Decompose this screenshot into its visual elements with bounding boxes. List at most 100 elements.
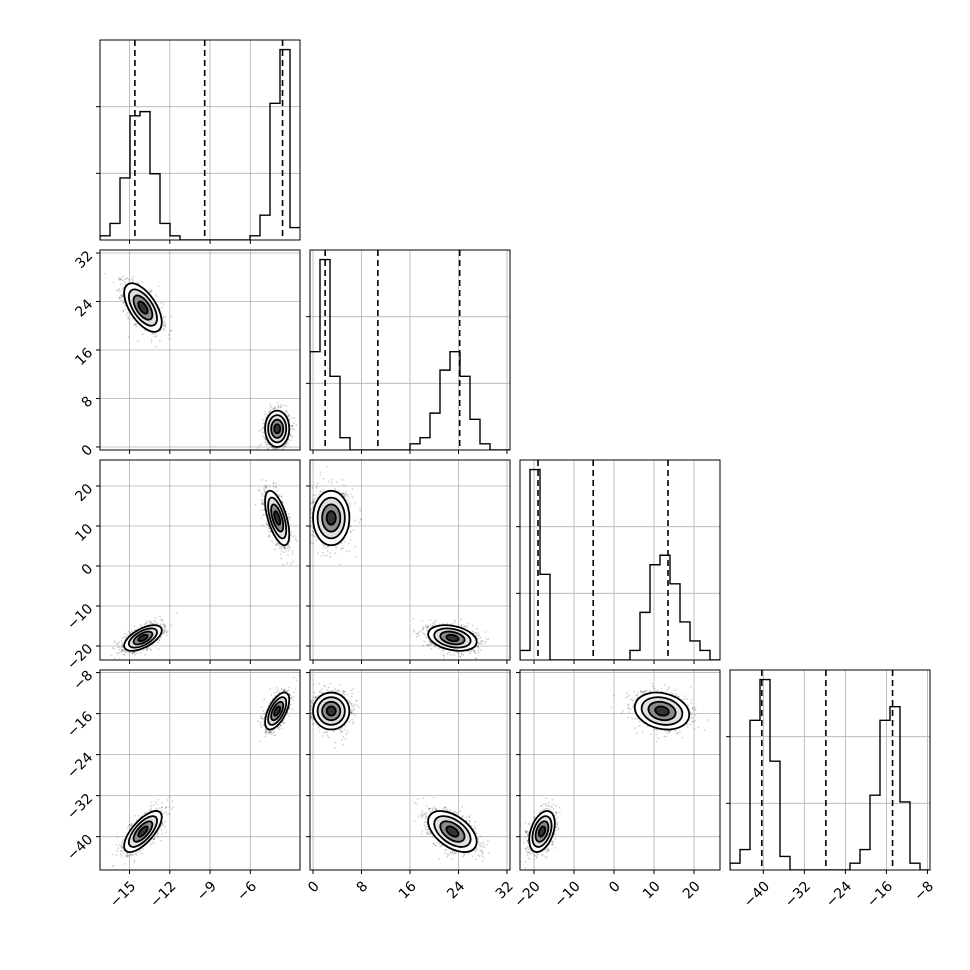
sample-point: [262, 422, 265, 425]
sample-point: [446, 622, 449, 625]
sample-point: [113, 657, 116, 660]
sample-point: [162, 316, 165, 319]
sample-point: [477, 635, 480, 637]
sample-point: [279, 553, 282, 555]
sample-point: [284, 409, 287, 412]
sample-point: [116, 643, 118, 646]
sample-point: [122, 635, 125, 638]
sample-point: [117, 276, 120, 279]
sample-point: [285, 450, 287, 452]
sample-point: [122, 301, 125, 304]
sample-point: [160, 623, 163, 626]
sample-point: [477, 632, 480, 634]
sample-point: [150, 289, 153, 292]
sample-point: [116, 651, 118, 654]
sample-point: [416, 632, 418, 635]
sample-point: [119, 298, 121, 301]
sample-point: [145, 648, 148, 651]
sample-point: [429, 619, 432, 622]
sample-point: [421, 619, 424, 622]
sample-point: [264, 487, 267, 489]
sample-point: [474, 652, 477, 655]
sample-point: [280, 406, 282, 408]
sample-point: [428, 640, 431, 643]
sample-point: [121, 288, 124, 290]
y-tick-label: −20: [64, 641, 96, 673]
sample-point: [176, 612, 178, 614]
sample-point: [284, 547, 286, 550]
sample-point: [287, 549, 290, 552]
sample-point: [164, 625, 167, 628]
sample-point: [150, 290, 152, 293]
sample-point: [462, 654, 465, 656]
sample-point: [133, 651, 136, 653]
sample-point: [283, 445, 286, 448]
sample-point: [170, 624, 173, 627]
sample-point: [426, 644, 429, 647]
sample-point: [159, 636, 162, 639]
sample-point: [272, 482, 275, 485]
sample-point: [159, 340, 161, 342]
sample-point: [475, 657, 478, 660]
sample-point: [162, 303, 165, 305]
sample-point: [286, 544, 289, 547]
sample-point: [279, 406, 282, 408]
sample-point: [262, 418, 264, 421]
sample-point: [463, 624, 466, 627]
sample-point: [150, 338, 153, 341]
sample-point: [274, 406, 277, 409]
contour-level-3: [137, 633, 149, 643]
sample-point: [286, 547, 289, 550]
sample-point: [163, 329, 165, 332]
sample-point: [157, 648, 160, 651]
sample-point: [461, 653, 463, 656]
sample-point: [277, 454, 279, 456]
sample-point: [121, 648, 123, 651]
sample-point: [160, 635, 163, 638]
sample-point: [159, 615, 161, 618]
sample-point: [477, 645, 480, 648]
sample-point: [120, 639, 123, 642]
sample-point: [162, 327, 165, 330]
sample-point: [280, 495, 283, 498]
sample-point: [265, 486, 267, 488]
sample-point: [472, 624, 474, 627]
sample-point: [276, 542, 279, 545]
sample-point: [262, 503, 265, 506]
sample-point: [280, 550, 283, 552]
sample-point: [266, 447, 269, 450]
sample-point: [120, 650, 123, 653]
sample-point: [476, 645, 479, 648]
sample-point: [289, 428, 292, 430]
sample-point: [131, 653, 134, 655]
sample-point: [273, 447, 276, 450]
sample-point: [118, 296, 121, 299]
sample-point: [264, 411, 266, 413]
sample-point: [271, 540, 273, 543]
sample-point: [277, 405, 280, 407]
sample-point: [133, 625, 136, 627]
sample-point: [264, 485, 266, 488]
sample-point: [154, 617, 157, 619]
sample-point: [144, 622, 147, 625]
sample-point: [120, 296, 122, 299]
sample-point: [289, 434, 291, 437]
sample-point: [124, 278, 127, 281]
sample-point: [163, 630, 166, 632]
sample-point: [269, 402, 272, 405]
sample-point: [427, 626, 430, 629]
sample-point: [263, 490, 266, 493]
histogram-0: [100, 48, 300, 240]
sample-point: [165, 634, 168, 636]
sample-point: [113, 647, 115, 650]
sample-point: [156, 622, 159, 625]
sample-point: [164, 627, 167, 629]
sample-point: [272, 482, 275, 484]
sample-point: [118, 640, 121, 643]
sample-point: [288, 518, 291, 521]
sample-point: [118, 278, 121, 281]
sample-point: [287, 554, 289, 557]
panel-plot-area: [100, 250, 300, 456]
panel-frame: [99, 39, 301, 241]
sample-point: [163, 631, 165, 634]
